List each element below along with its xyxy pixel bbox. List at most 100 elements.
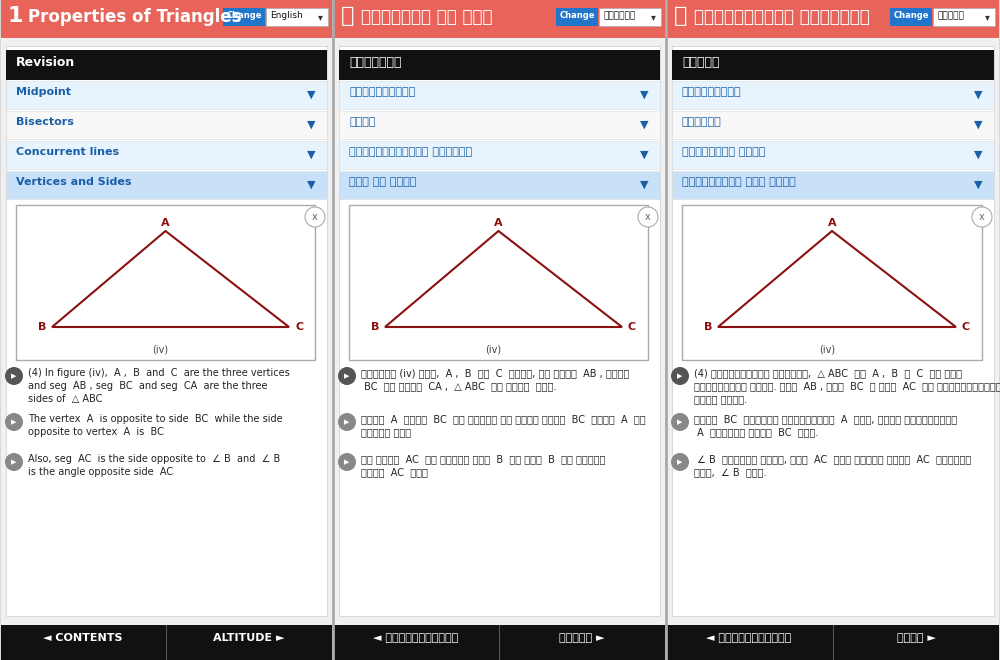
Text: Also, seg  AC  is the side opposite to  ∠ B  and  ∠ B: Also, seg AC is the side opposite to ∠ B… (28, 454, 280, 464)
Circle shape (671, 453, 689, 471)
Text: ▼: ▼ (307, 90, 315, 100)
FancyBboxPatch shape (672, 171, 994, 199)
Circle shape (338, 413, 356, 431)
FancyBboxPatch shape (672, 141, 994, 169)
FancyBboxPatch shape (334, 0, 665, 38)
Text: ▼: ▼ (640, 120, 648, 130)
Text: B: B (371, 322, 379, 332)
Text: और लकीर  AC  के सामने कोण  B  और कोण  B  के सामने: और लकीर AC के सामने कोण B और कोण B के सा… (361, 454, 605, 464)
Text: मराठी: मराठी (937, 11, 964, 20)
Text: तस्वीर (iv) में,  A ,  B  और  C  कोने, और लकीर  AB , लकीर: तस्वीर (iv) में, A , B और C कोने, और लकी… (361, 368, 629, 378)
Circle shape (972, 207, 992, 227)
Text: ▶: ▶ (344, 419, 350, 425)
FancyBboxPatch shape (6, 81, 327, 109)
FancyBboxPatch shape (1, 0, 332, 660)
Text: कोन,  ∠ B  आहे.: कोन, ∠ B आहे. (694, 467, 767, 477)
Text: लम्ब: लम्ब (349, 117, 376, 127)
Text: (iv): (iv) (152, 344, 169, 354)
Text: opposite to vertex  A  is  BC: opposite to vertex A is BC (28, 427, 164, 437)
Text: ▼: ▼ (640, 90, 648, 100)
FancyBboxPatch shape (349, 205, 648, 360)
FancyBboxPatch shape (6, 111, 327, 139)
Text: ऊंचाई ►: ऊंचाई ► (559, 633, 605, 643)
FancyBboxPatch shape (667, 0, 999, 38)
Text: बाजू  BC  समोरील शिरोबिंदू  A  आहे, तसेच शिरोबिंदू: बाजू BC समोरील शिरोबिंदू A आहे, तसेच शिर… (694, 414, 957, 424)
Text: ▶: ▶ (11, 459, 17, 465)
FancyBboxPatch shape (1, 0, 332, 38)
Text: मध्यबिंदू: मध्यबिंदू (682, 87, 742, 97)
Text: Bisectors: Bisectors (16, 117, 74, 127)
FancyBboxPatch shape (6, 50, 327, 80)
Text: ▼: ▼ (974, 120, 982, 130)
Text: English: English (270, 11, 303, 20)
Circle shape (5, 453, 23, 471)
FancyBboxPatch shape (672, 50, 994, 80)
Text: ▶: ▶ (11, 373, 17, 379)
Text: A  समोरील बाजू  BC  आहे.: A समोरील बाजू BC आहे. (694, 427, 818, 437)
Text: ▼: ▼ (307, 180, 315, 190)
Text: Midpoint: Midpoint (16, 87, 71, 97)
FancyBboxPatch shape (667, 625, 999, 660)
Circle shape (5, 413, 23, 431)
Text: C: C (962, 322, 970, 332)
Text: शिरोबिंदू आणि बाजू: शिरोबिंदू आणि बाजू (682, 177, 796, 187)
Text: ▼: ▼ (974, 90, 982, 100)
FancyBboxPatch shape (334, 625, 665, 660)
Text: ▶: ▶ (344, 373, 350, 379)
Text: Vertices and Sides: Vertices and Sides (16, 177, 132, 187)
FancyBboxPatch shape (339, 81, 660, 109)
Text: (4) सोबतनाच्या आकृतीत,  △ ABC  चे  A ,  B  व  C  हे तीन: (4) सोबतनाच्या आकृतीत, △ ABC चे A , B व … (694, 368, 962, 378)
Circle shape (338, 453, 356, 471)
Text: Properties of Triangles: Properties of Triangles (28, 8, 242, 26)
Text: उंची ►: उंची ► (897, 633, 935, 643)
Circle shape (305, 207, 325, 227)
Text: ▶: ▶ (677, 459, 683, 465)
FancyBboxPatch shape (339, 171, 660, 199)
Text: उजळणी: उजळणी (682, 56, 720, 69)
FancyBboxPatch shape (672, 46, 994, 616)
Text: (4) In figure (iv),  A ,  B  and  C  are the three vertices: (4) In figure (iv), A , B and C are the … (28, 368, 290, 378)
Text: ▶: ▶ (11, 419, 17, 425)
FancyBboxPatch shape (223, 8, 265, 26)
Text: ▼: ▼ (974, 150, 982, 160)
Text: B: B (38, 322, 46, 332)
Text: दुभाजक: दुभाजक (682, 117, 722, 127)
Circle shape (671, 367, 689, 385)
Text: A: A (494, 218, 503, 228)
Text: ▼: ▼ (307, 150, 315, 160)
Text: १: १ (674, 6, 687, 26)
FancyBboxPatch shape (890, 8, 932, 26)
Text: एकबिन्दुगामी रेखाएं: एकबिन्दुगामी रेखाएं (349, 147, 472, 157)
Text: B: B (704, 322, 712, 332)
FancyBboxPatch shape (339, 50, 660, 80)
FancyBboxPatch shape (667, 0, 999, 660)
Text: (iv): (iv) (485, 344, 502, 354)
Text: Change: Change (893, 11, 929, 20)
Text: शिरोबिंदू आहेत. रेख  AB , रेख  BC  व रेख  AC  या त्रिकोणाच्या: शिरोबिंदू आहेत. रेख AB , रेख BC व रेख AC… (694, 381, 1000, 391)
Text: हिन्दी: हिन्दी (603, 11, 635, 20)
FancyBboxPatch shape (599, 8, 661, 26)
Text: ▾: ▾ (985, 12, 989, 22)
FancyBboxPatch shape (334, 0, 665, 660)
Text: ▼: ▼ (640, 180, 648, 190)
Text: A: A (828, 218, 836, 228)
Text: कोण और साइड: कोण और साइड (349, 177, 416, 187)
Text: त्रिकोणाचे गुणधर्म: त्रिकोणाचे गुणधर्म (694, 8, 870, 26)
Text: x: x (645, 212, 651, 222)
Text: Change: Change (226, 11, 262, 20)
Text: ▼: ▼ (307, 120, 315, 130)
Text: A: A (161, 218, 170, 228)
Text: x: x (312, 212, 318, 222)
Text: BC  और लकीर  CA ,  △ ABC  की साइड  हैं.: BC और लकीर CA , △ ABC की साइड हैं. (361, 381, 556, 391)
Text: मध्यबिन्दु: मध्यबिन्दु (349, 87, 415, 97)
Circle shape (5, 367, 23, 385)
FancyBboxPatch shape (6, 171, 327, 199)
FancyBboxPatch shape (339, 141, 660, 169)
Text: ▶: ▶ (677, 373, 683, 379)
Text: sides of  △ ABC: sides of △ ABC (28, 394, 102, 404)
Text: ALTITUDE ►: ALTITUDE ► (213, 633, 285, 643)
Text: ▾: ▾ (318, 12, 322, 22)
FancyBboxPatch shape (682, 205, 982, 360)
Text: त्रिकोण के गुण: त्रिकोण के गुण (361, 8, 492, 26)
Text: ◄ CONTENTS: ◄ CONTENTS (43, 633, 123, 643)
